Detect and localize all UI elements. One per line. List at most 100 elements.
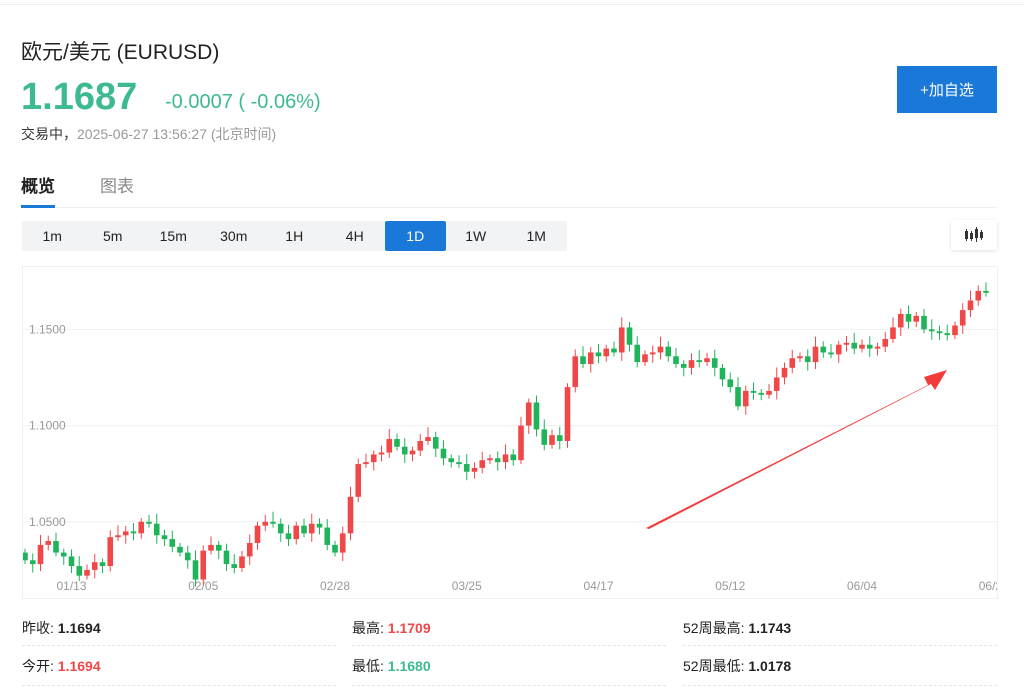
divider — [352, 645, 666, 646]
candle-body — [611, 348, 617, 353]
candle-body — [487, 458, 493, 461]
candle-body — [316, 523, 323, 528]
candle-body — [479, 460, 486, 468]
candle-body — [549, 435, 555, 445]
candle-body — [138, 521, 145, 534]
candle-body — [68, 556, 75, 567]
period-15m[interactable]: 15m — [159, 228, 187, 244]
candle-body — [525, 402, 532, 426]
candle-body — [758, 392, 765, 395]
candle-body — [572, 356, 579, 388]
x-tick-label: 04/17 — [583, 579, 613, 593]
stat-value: 1.0178 — [748, 658, 792, 674]
candle-body — [161, 535, 168, 540]
candle-body — [595, 352, 602, 357]
candle-body — [843, 342, 850, 345]
page-title: 欧元/美元 (EURUSD) — [21, 41, 220, 64]
candle-body — [696, 360, 703, 363]
period-30m[interactable]: 30m — [220, 228, 248, 244]
stat-prev-close: 昨收: 1.1694 — [22, 618, 101, 638]
candle-body — [494, 458, 501, 463]
candle-body — [401, 446, 408, 455]
candle-body — [355, 464, 362, 497]
candle-body — [239, 556, 245, 568]
period-1w[interactable]: 1W — [465, 228, 487, 244]
candle-body — [905, 313, 912, 322]
price-change: -0.0007 ( -0.06%) — [165, 91, 321, 113]
candle-body — [324, 527, 331, 545]
candle-body — [84, 569, 90, 576]
period-5m[interactable]: 5m — [103, 228, 123, 244]
candle-body — [626, 327, 633, 345]
candle-body — [130, 531, 137, 534]
stat-52w-low: 52周最低: 1.0178 — [683, 656, 791, 676]
candle-body — [394, 439, 400, 447]
candle-body — [53, 541, 59, 553]
candle-body — [928, 329, 935, 332]
candle-body — [29, 560, 36, 565]
candle-body — [680, 363, 687, 368]
candle-body — [587, 352, 594, 364]
candle-body — [22, 552, 28, 561]
stat-label: 52周最低: — [683, 658, 745, 674]
candle-body — [339, 533, 346, 553]
candle-body — [432, 437, 439, 449]
period-4h[interactable]: 4H — [345, 228, 364, 244]
candle-body — [37, 544, 44, 565]
candle-body — [533, 402, 540, 430]
candle-body — [735, 387, 741, 407]
candle-body — [378, 452, 385, 455]
candle-body — [580, 356, 586, 364]
period-1h[interactable]: 1H — [285, 228, 304, 244]
candle-body — [502, 454, 509, 463]
top-divider — [0, 4, 1024, 5]
candle-body — [60, 552, 67, 557]
stat-label: 昨收: — [22, 620, 54, 636]
candle-body — [223, 550, 230, 565]
candle-body — [750, 390, 757, 393]
candle-body — [649, 352, 656, 355]
candle-body — [231, 564, 238, 568]
candle-body — [293, 525, 300, 540]
candle-body — [882, 338, 889, 347]
divider — [22, 685, 336, 686]
chart-type-button[interactable] — [951, 220, 997, 250]
candle-body — [285, 533, 292, 540]
candle-body — [270, 521, 276, 524]
candle-body — [634, 344, 641, 363]
candle-body — [456, 462, 462, 465]
candle-body — [463, 464, 470, 472]
candle-body — [99, 562, 106, 567]
candlestick-chart[interactable]: 1.0500 1.1000 1.1500 01/13 02/05 02/28 03/25 04… — [22, 266, 1009, 599]
candle-body — [773, 377, 780, 391]
divider — [683, 685, 997, 686]
candle-body — [471, 467, 478, 472]
x-tick-label: 03/25 — [452, 579, 482, 593]
candle-body — [719, 367, 726, 380]
timestamp: 2025-06-27 13:56:27 (北京时间) — [77, 126, 277, 142]
period-1d[interactable]: 1D — [385, 221, 446, 251]
candle-body — [277, 523, 284, 534]
candle-body — [91, 562, 98, 570]
candle-body — [200, 550, 207, 580]
stat-value: 1.1694 — [57, 658, 101, 674]
x-tick-label: 06/04 — [847, 579, 877, 593]
period-1m[interactable]: 1m — [42, 228, 62, 244]
stat-high: 最高: 1.1709 — [352, 618, 431, 638]
status-text: 交易中， — [21, 126, 77, 142]
candlestick-icon — [965, 227, 983, 242]
candle-body — [115, 535, 121, 538]
candle-body — [301, 525, 307, 534]
candle-body — [866, 344, 873, 349]
add-watchlist-button[interactable]: +加自选 — [897, 66, 997, 113]
period-1mo[interactable]: 1M — [526, 228, 546, 244]
candle-body — [828, 352, 834, 355]
candle-body — [417, 440, 424, 451]
candle-body — [804, 356, 811, 363]
current-price: 1.1687 — [21, 76, 138, 118]
candle-body — [967, 300, 974, 311]
stat-52w-high: 52周最高: 1.1743 — [683, 618, 791, 638]
tab-overview[interactable]: 概览 — [21, 172, 55, 208]
tab-chart[interactable]: 图表 — [100, 177, 134, 196]
trading-status: 交易中，2025-06-27 13:56:27 (北京时间) — [21, 124, 276, 144]
